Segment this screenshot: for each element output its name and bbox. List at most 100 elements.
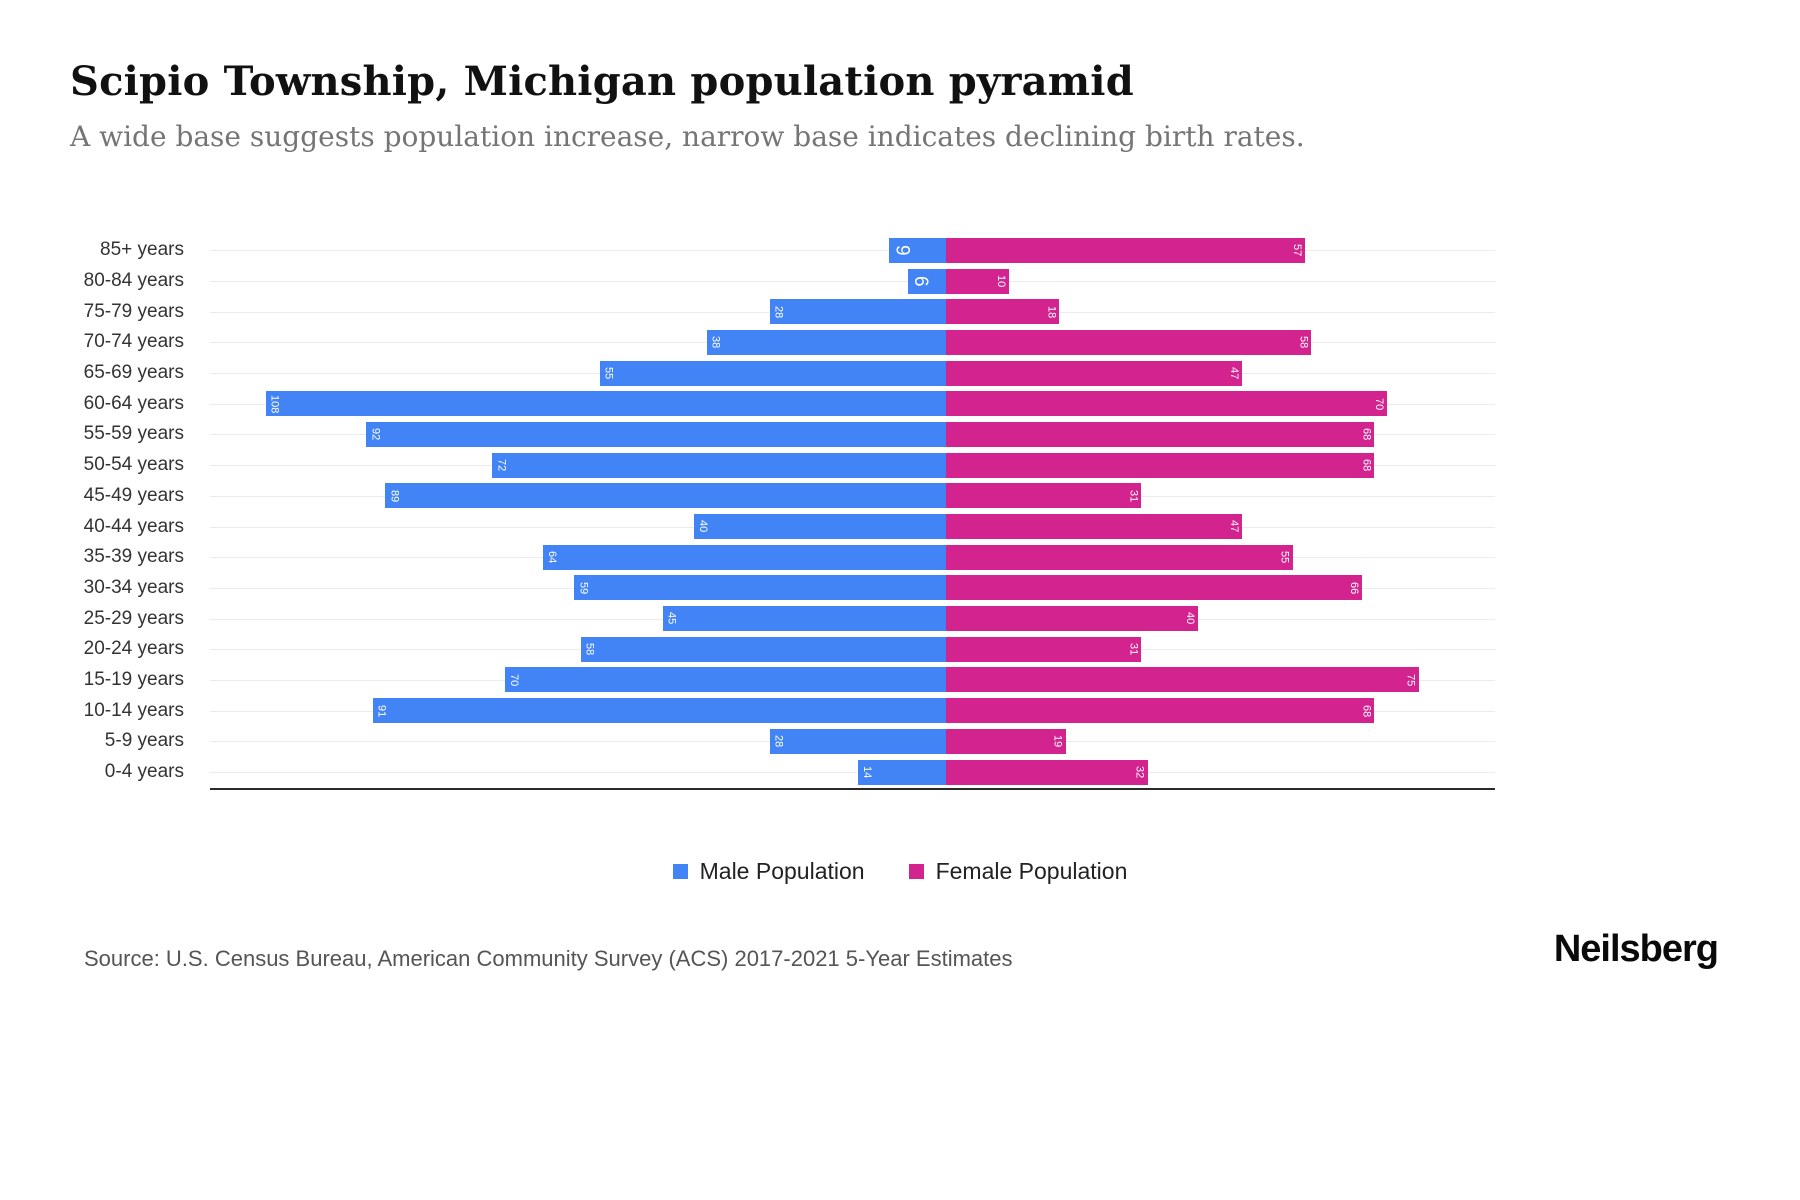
pyramid-row: 25-29 years 45 40 (0, 603, 1800, 634)
female-bar: 58 (946, 329, 1312, 355)
legend-item-male[interactable]: Male Population (672, 858, 865, 885)
male-bar-area: 108 (198, 391, 946, 417)
y-axis-age-label: 45-49 years (83, 484, 184, 506)
pyramid-row: 10-14 years 91 68 (0, 695, 1800, 726)
male-bar-area: 28 (198, 728, 946, 754)
y-axis-age-label: 40-44 years (83, 515, 184, 537)
pyramid-row: 50-54 years 72 68 (0, 450, 1800, 481)
y-axis-age-label: 75-79 years (83, 300, 184, 322)
male-bar-area: 89 (198, 483, 946, 509)
male-bar-value-label: 72 (495, 459, 508, 472)
y-axis-age-label: 55-59 years (83, 423, 184, 445)
pyramid-row: 30-34 years 59 66 (0, 573, 1800, 604)
y-axis-age-label: 5-9 years (104, 730, 184, 752)
male-bar-value-label: 58 (583, 643, 596, 656)
female-bar: 57 (946, 237, 1306, 263)
male-bar-area: 91 (198, 698, 946, 724)
female-bar-value-label: 66 (1347, 581, 1360, 595)
female-bar-area: 40 (946, 606, 1483, 632)
female-bar-value-label: 18 (1045, 305, 1058, 318)
pyramid-row: 35-39 years 64 55 (0, 542, 1800, 573)
y-axis-age-label: 0-4 years (104, 761, 184, 783)
male-bar-area: 55 (198, 360, 946, 386)
male-bar: 40 (694, 514, 946, 540)
female-bar-area: 58 (946, 329, 1483, 355)
female-bar-value-label: 47 (1228, 520, 1241, 533)
y-axis-age-label: 85+ years (100, 239, 184, 261)
pyramid-row: 20-24 years 58 31 (0, 634, 1800, 665)
female-bar: 66 (946, 575, 1362, 601)
female-bar-value-label: 40 (1184, 612, 1196, 625)
pyramid-row: 75-79 years 28 18 (0, 296, 1800, 327)
female-bar: 47 (946, 360, 1243, 386)
female-bar-area: 68 (946, 421, 1483, 447)
male-bar-value-label: 9 (891, 245, 913, 256)
female-bar-area: 32 (946, 759, 1483, 785)
male-bar-value-label: 59 (577, 581, 590, 595)
y-axis-age-label: 20-24 years (83, 638, 184, 660)
pyramid-row: 45-49 years 89 31 (0, 481, 1800, 512)
gridline (210, 772, 1495, 774)
pyramid-row: 5-9 years 28 19 (0, 726, 1800, 757)
male-bar: 55 (599, 360, 946, 386)
female-bar-area: 18 (946, 299, 1483, 325)
male-bar-area: 6 (198, 268, 946, 294)
female-bar-value-label: 31 (1127, 643, 1140, 656)
female-bar: 18 (946, 299, 1060, 325)
male-bar: 108 (265, 391, 946, 417)
female-bar: 32 (946, 759, 1148, 785)
female-legend-swatch (908, 864, 924, 879)
y-axis-age-label: 50-54 years (83, 454, 184, 476)
neilsberg-logo: Neilsberg (1553, 928, 1719, 970)
female-bar-value-label: 19 (1051, 735, 1064, 748)
male-legend-swatch (672, 864, 688, 879)
female-bar-value-label: 10 (995, 274, 1007, 288)
y-axis-age-label: 15-19 years (83, 668, 184, 690)
male-bar-area: 92 (198, 421, 946, 447)
male-bar-area: 38 (198, 329, 946, 355)
female-bar-area: 47 (946, 514, 1483, 540)
male-bar-area: 59 (198, 575, 946, 601)
female-bar-value-label: 47 (1228, 366, 1241, 380)
female-bar-area: 66 (946, 575, 1483, 601)
male-legend-label: Male Population (699, 858, 865, 884)
male-bar: 70 (505, 667, 946, 693)
legend-item-female[interactable]: Female Population (908, 858, 1128, 885)
female-legend-label: Female Population (935, 858, 1128, 884)
male-bar: 92 (366, 421, 946, 447)
female-bar-value-label: 70 (1373, 397, 1385, 410)
y-axis-age-label: 10-14 years (83, 699, 184, 721)
y-axis-age-label: 25-29 years (83, 607, 184, 629)
female-bar: 68 (946, 421, 1375, 447)
male-bar: 59 (574, 575, 946, 601)
female-bar-value-label: 31 (1127, 489, 1140, 502)
male-bar-area: 9 (198, 237, 946, 263)
female-bar: 70 (946, 391, 1387, 417)
male-bar-value-label: 28 (772, 735, 785, 748)
female-bar-area: 57 (946, 237, 1483, 263)
pyramid-row: 15-19 years 70 75 (0, 665, 1800, 696)
male-bar: 28 (769, 299, 946, 325)
male-bar: 58 (580, 636, 946, 662)
male-bar-value-label: 91 (375, 704, 388, 717)
female-bar-area: 75 (946, 667, 1483, 693)
female-bar-area: 10 (946, 268, 1483, 294)
y-axis-age-label: 80-84 years (83, 270, 184, 292)
male-bar-value-label: 64 (545, 551, 558, 564)
male-bar-area: 28 (198, 299, 946, 325)
female-bar: 68 (946, 698, 1375, 724)
female-bar-value-label: 68 (1360, 428, 1373, 441)
male-bar-area: 40 (198, 514, 946, 540)
female-bar-area: 68 (946, 452, 1483, 478)
gridline (210, 281, 1495, 283)
female-bar-area: 19 (946, 728, 1483, 754)
male-bar-value-label: 6 (910, 275, 932, 287)
male-bar-value-label: 70 (508, 673, 520, 687)
male-bar: 64 (542, 544, 946, 570)
chart-title: Scipio Township, Michigan population pyr… (70, 58, 1134, 105)
male-bar-value-label: 38 (709, 336, 722, 349)
female-bar-value-label: 55 (1278, 551, 1291, 564)
female-bar: 31 (946, 636, 1142, 662)
gridline (210, 250, 1495, 252)
